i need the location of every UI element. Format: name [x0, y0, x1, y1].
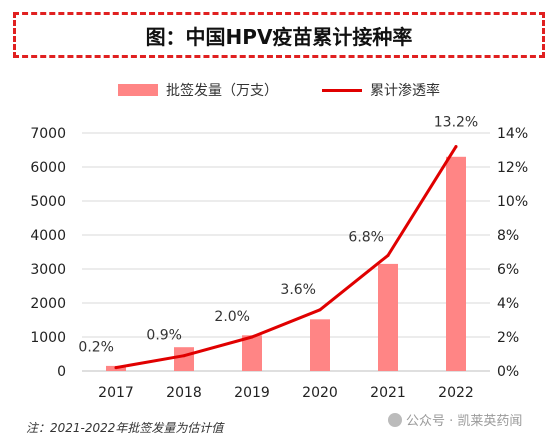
y-right-tick-label: 12%: [497, 160, 528, 176]
line-point: [114, 366, 118, 370]
x-tick-label: 2019: [234, 385, 270, 401]
y-left-tick-label: 1000: [30, 330, 66, 346]
data-label: 6.8%: [348, 229, 384, 245]
title-box: 图：中国HPV疫苗累计接种率: [13, 12, 545, 58]
legend-line-swatch: [322, 88, 362, 92]
y-left-tick-label: 0: [57, 364, 66, 380]
legend-item-bar: 批签发量（万支）: [118, 80, 278, 100]
y-left-tick-label: 3000: [30, 262, 66, 278]
data-label: 3.6%: [280, 282, 316, 298]
footnote: 注：2021-2022年批签发量为估计值: [26, 421, 224, 435]
y-left-tick-label: 2000: [30, 296, 66, 312]
line-point: [250, 335, 254, 339]
chart-title: 图：中国HPV疫苗累计接种率: [145, 24, 413, 49]
data-label: 13.2%: [434, 115, 478, 131]
legend-line-label: 累计渗透率: [370, 83, 440, 99]
x-tick-label: 2017: [98, 385, 134, 401]
watermark-text: 公众号 · 凯莱英药闻: [406, 414, 523, 429]
x-tick-label: 2018: [166, 385, 202, 401]
data-label: 0.2%: [78, 340, 114, 356]
y-right-tick-label: 4%: [497, 296, 519, 312]
x-tick-label: 2021: [370, 385, 406, 401]
y-right-tick-label: 2%: [497, 330, 519, 346]
legend-bar-label: 批签发量（万支）: [166, 83, 278, 99]
y-left-tick-label: 7000: [30, 126, 66, 142]
watermark: 公众号 · 凯莱英药闻: [388, 410, 522, 429]
bar: [446, 156, 466, 371]
bar: [174, 347, 194, 371]
y-left-tick-label: 5000: [30, 194, 66, 210]
y-right-tick-label: 8%: [497, 228, 519, 244]
x-tick-label: 2022: [438, 385, 474, 401]
y-left-tick-label: 6000: [30, 160, 66, 176]
data-label: 2.0%: [214, 309, 250, 325]
line-point: [182, 354, 186, 358]
line-point: [318, 308, 322, 312]
legend-item-line: 累计渗透率: [322, 80, 440, 100]
data-label: 0.9%: [146, 328, 182, 344]
y-right-tick-label: 14%: [497, 126, 528, 142]
penetration-line: [114, 145, 458, 370]
bar: [242, 335, 262, 371]
wechat-icon: [388, 412, 402, 427]
y-right-tick-label: 10%: [497, 194, 528, 210]
legend-bar-swatch: [118, 84, 158, 96]
line-point: [454, 145, 458, 149]
line-point: [386, 253, 390, 257]
y-left-tick-label: 4000: [30, 228, 66, 244]
legend: 批签发量（万支） 累计渗透率: [0, 80, 558, 100]
x-tick-label: 2020: [302, 385, 338, 401]
bar: [310, 319, 330, 371]
y-right-tick-label: 6%: [497, 262, 519, 278]
y-right-tick-label: 0%: [497, 364, 519, 380]
bar: [378, 263, 398, 371]
